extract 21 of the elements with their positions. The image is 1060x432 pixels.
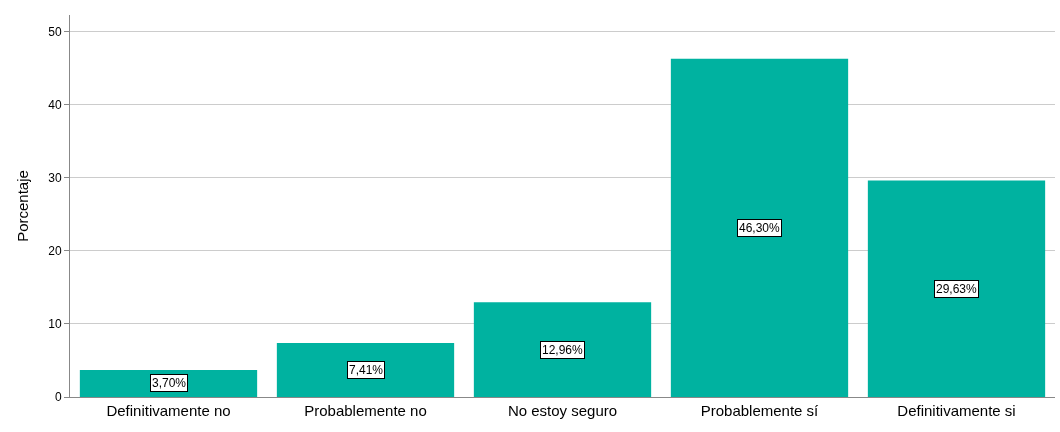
x-tick-label: Probablemente no: [304, 402, 427, 419]
y-tick-label: 40: [48, 98, 62, 113]
y-tick-label: 0: [54, 390, 62, 405]
bar: [473, 302, 652, 397]
data-label: 7,41%: [349, 363, 384, 377]
x-tick-label: Definitivamente si: [897, 402, 1016, 419]
x-tick-label: Definitivamente no: [106, 402, 231, 419]
x-tick-label: Probablemente sí: [700, 402, 820, 419]
data-label: 46,30%: [739, 221, 781, 235]
bar: [276, 342, 455, 397]
data-label: 3,70%: [152, 376, 187, 390]
y-tick-label: 10: [48, 317, 62, 332]
bar: [867, 180, 1046, 397]
data-label: 29,63%: [936, 282, 978, 296]
bar: [670, 58, 849, 397]
y-tick-label: 30: [48, 171, 62, 186]
data-label: 12,96%: [542, 343, 584, 357]
x-tick-label: No estoy seguro: [507, 402, 618, 419]
y-axis-title: Porcentaje: [14, 170, 32, 242]
y-tick-label: 20: [48, 244, 62, 259]
y-tick-label: 50: [48, 25, 62, 39]
